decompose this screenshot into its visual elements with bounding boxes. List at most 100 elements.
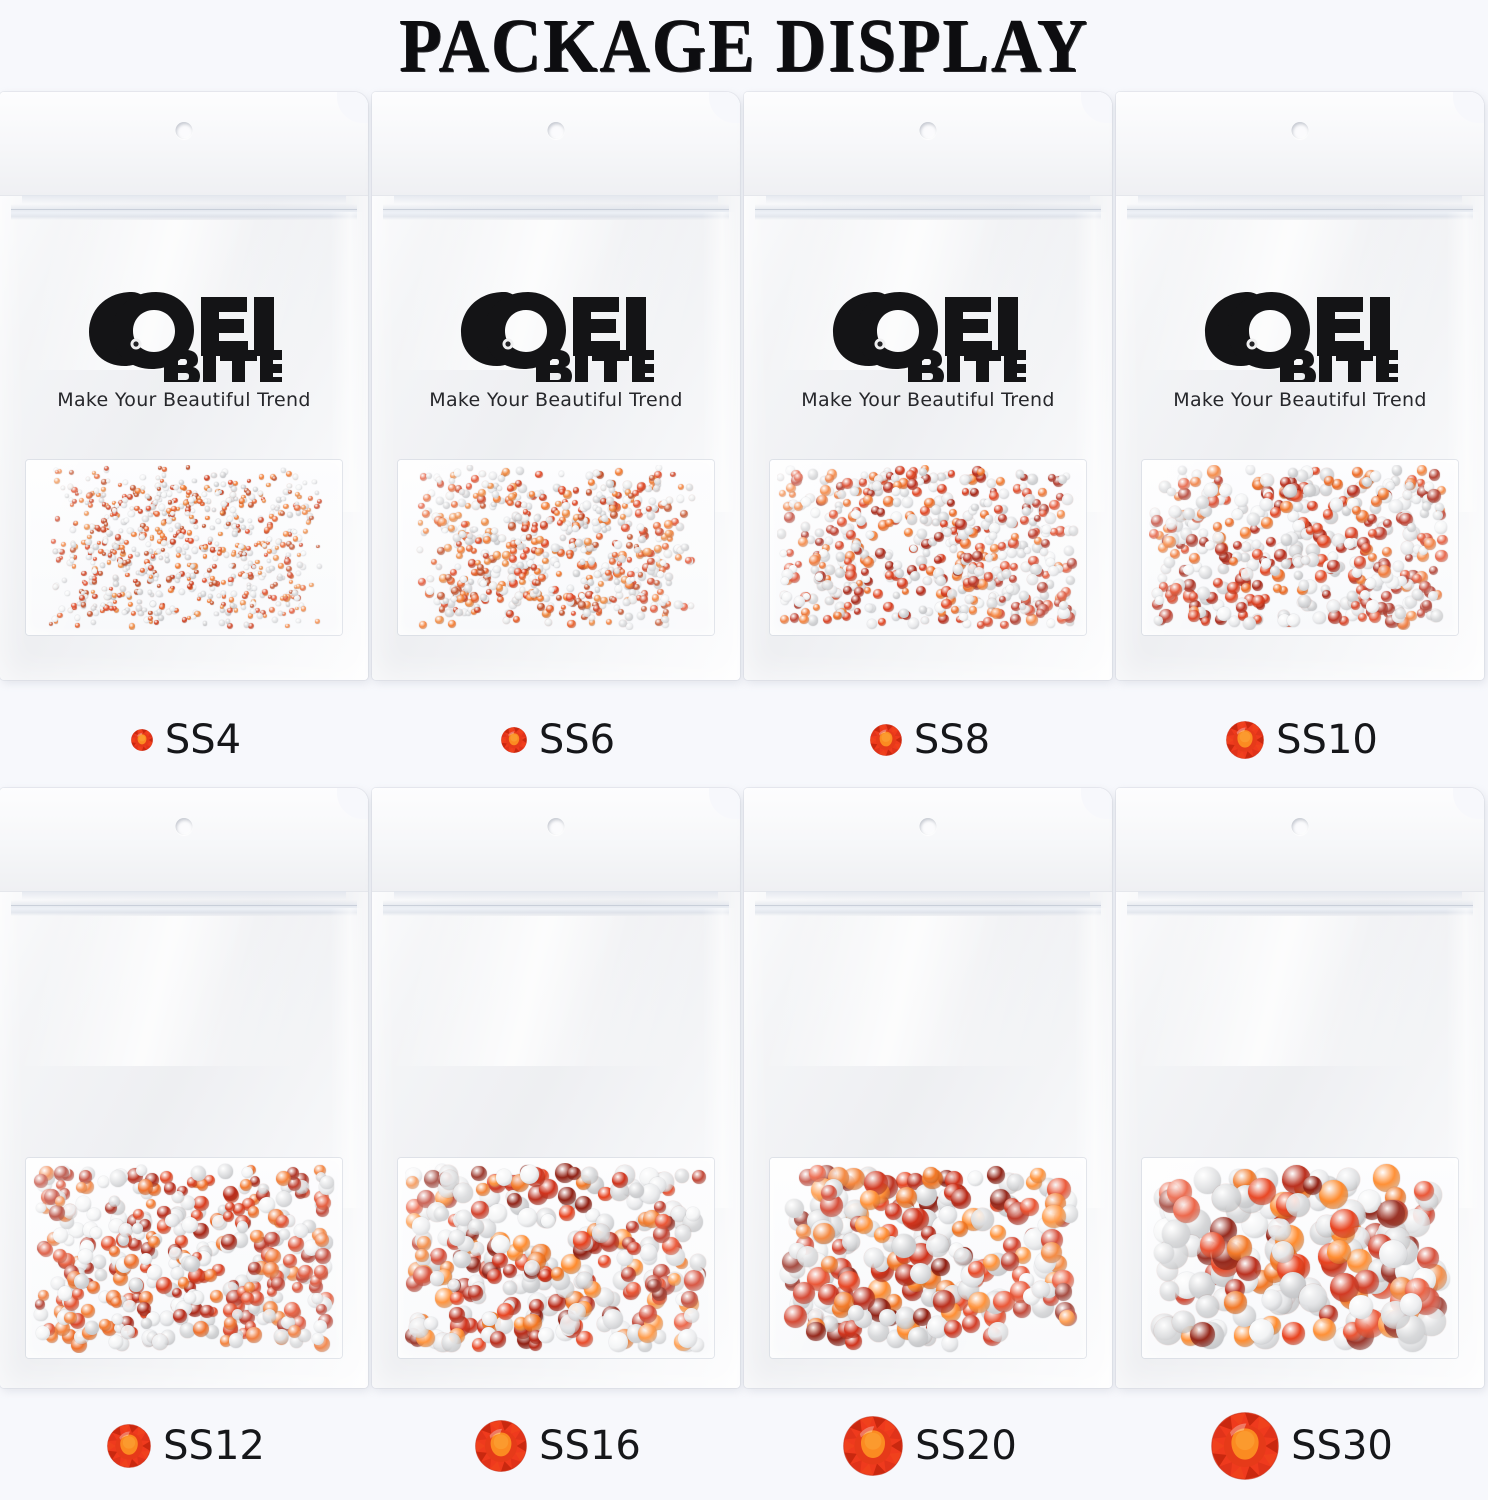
rhinestone	[531, 522, 538, 529]
package-bag-ss4[interactable]: Make Your Beautiful Trend	[0, 92, 368, 680]
rhinestone	[314, 490, 319, 496]
rhinestone	[1349, 1295, 1373, 1320]
rhinestone	[495, 584, 503, 592]
rhinestone	[525, 503, 533, 510]
rhinestone	[247, 518, 252, 523]
rhinestone	[1332, 479, 1343, 490]
rhinestone	[939, 1205, 958, 1224]
rhinestone	[294, 606, 299, 611]
rhinestone	[207, 593, 213, 599]
rhinestone	[815, 537, 824, 547]
rhinestone	[212, 579, 219, 587]
rhinestone	[513, 567, 522, 577]
rhinestone	[1293, 557, 1304, 569]
rhinestone	[131, 546, 137, 552]
rhinestone	[109, 1195, 121, 1207]
size-label-ss8: SS8	[744, 720, 1116, 760]
rhinestone	[573, 513, 582, 522]
rhinestone	[177, 1185, 188, 1197]
rhinestone	[648, 475, 655, 481]
rhinestone	[482, 552, 489, 559]
rhinestone	[1429, 566, 1439, 576]
rhinestone	[949, 508, 958, 517]
rhinestone	[596, 533, 604, 541]
rhinestone	[132, 1223, 144, 1234]
rhinestone	[1263, 492, 1274, 503]
package-bag-ss8[interactable]: Make Your Beautiful Trend	[744, 92, 1112, 680]
rhinestone	[627, 492, 634, 499]
rhinestone	[213, 481, 219, 487]
rhinestone	[285, 623, 290, 629]
package-bag-ss6[interactable]: Make Your Beautiful Trend	[372, 92, 740, 680]
rhinestone	[449, 513, 458, 522]
rhinestone	[605, 525, 611, 532]
rhinestone	[561, 509, 570, 518]
rhinestone	[446, 576, 455, 585]
rhinestone	[108, 1245, 120, 1258]
rhinestone	[1015, 470, 1025, 479]
rhinestone	[243, 622, 249, 628]
rhinestone	[218, 531, 224, 537]
rhinestone	[1195, 1294, 1220, 1319]
rhinestone	[160, 519, 167, 526]
rhinestone	[662, 611, 668, 618]
package-bag-ss20[interactable]: Make Your Beautiful Trend	[744, 788, 1112, 1388]
rhinestone	[683, 1307, 699, 1323]
rhinestone	[665, 573, 674, 581]
rhinestone	[815, 528, 824, 538]
rhinestone	[976, 578, 988, 590]
rhinestone	[1010, 614, 1021, 625]
rhinestone	[222, 506, 228, 511]
rhinestone	[625, 581, 633, 589]
rhinestone	[528, 574, 537, 583]
rhinestone	[179, 525, 184, 531]
rhinestone	[142, 516, 149, 523]
package-bag-ss30[interactable]: Make Your Beautiful Trend	[1116, 788, 1484, 1388]
rhinestone	[997, 542, 1007, 551]
rhinestone	[1206, 591, 1218, 604]
rhinestone	[78, 1170, 92, 1184]
zipper-seal	[755, 204, 1101, 220]
rhinestone	[1002, 540, 1011, 549]
rhinestone	[884, 1202, 902, 1220]
package-bag-ss12[interactable]: Make Your Beautiful Trend	[0, 788, 368, 1388]
rhinestone	[102, 538, 109, 545]
rhinestone	[961, 487, 970, 496]
rhinestone	[614, 491, 623, 500]
rhinestone	[585, 590, 594, 600]
rhinestone	[1001, 569, 1011, 579]
rhinestone	[125, 592, 132, 599]
package-bag-ss10[interactable]: Make Your Beautiful Trend	[1116, 92, 1484, 680]
package-bag-ss16[interactable]: Make Your Beautiful Trend	[372, 788, 740, 1388]
rhinestone	[1172, 1310, 1195, 1333]
brand-logo-mark	[86, 288, 282, 382]
rhinestone	[873, 486, 884, 497]
rhinestone	[247, 549, 254, 556]
rhinestone	[279, 541, 286, 548]
zipper-seal	[383, 900, 729, 916]
rhinestone	[783, 501, 793, 512]
rhinestone	[664, 519, 674, 529]
rhinestone	[862, 494, 874, 506]
rhinestone	[191, 509, 196, 514]
rhinestone-window	[770, 1158, 1086, 1358]
rhinestone	[689, 1254, 707, 1271]
rhinestone	[252, 564, 257, 569]
rhinestone	[229, 491, 236, 498]
rhinestone	[952, 564, 964, 575]
rhinestone	[654, 555, 660, 562]
rhinestone	[233, 608, 239, 613]
rhinestone	[320, 1176, 334, 1190]
rhinestone	[609, 487, 616, 494]
rhinestone	[466, 532, 473, 540]
rhinestone	[188, 580, 194, 586]
rhinestone	[547, 1293, 566, 1312]
rhinestone	[627, 1242, 641, 1256]
rhinestone	[1011, 601, 1021, 612]
rhinestone	[659, 566, 666, 573]
rhinestone	[53, 1248, 67, 1263]
rhinestone	[306, 508, 311, 513]
rhinestone	[169, 606, 176, 612]
rhinestone	[190, 573, 196, 579]
rhinestone	[157, 614, 164, 621]
